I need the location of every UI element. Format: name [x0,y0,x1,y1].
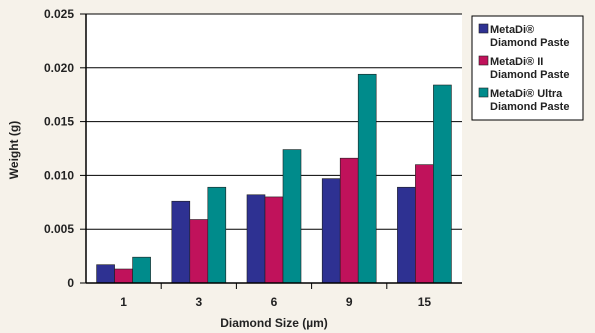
y-tick-label: 0.015 [44,115,74,129]
legend-swatch-1 [478,55,489,66]
y-tick-label: 0.010 [44,168,74,182]
bar-2-1 [207,186,227,284]
y-tick-label: 0.025 [44,7,74,21]
bar-1-1 [189,219,209,284]
legend-swatch-0 [478,23,489,34]
bar-0-2 [246,194,266,284]
legend-swatch-2 [478,87,489,98]
legend-box [471,15,584,121]
legend-label-line: MetaDi® [490,24,534,36]
bar-1-4 [415,164,434,284]
ticks-layer: 0 0.005 0.010 0.015 0.020 0.025 1 3 6 9 15 [44,7,431,309]
y-tick-label: 0.020 [44,61,74,75]
bars-layer [96,73,452,284]
bar-1-3 [339,157,359,284]
bar-1-0 [114,268,133,284]
y-tick-label: 0 [67,276,74,290]
axes-layer [85,14,462,284]
bar-0-1 [171,200,191,284]
bar-2-3 [357,73,377,284]
x-tick-label: 9 [346,295,353,309]
bar-0-3 [321,178,341,284]
x-tick-label: 6 [271,295,278,309]
legend-label-line: MetaDi® II [490,56,543,68]
legend-label-line: Diamond Paste [490,37,569,49]
legend-label-line: Diamond Paste [490,69,569,81]
legend-label-line: MetaDi® Ultra [490,88,563,100]
bar-0-4 [397,186,416,284]
bar-1-2 [264,196,284,284]
legend-label-line: Diamond Paste [490,101,569,113]
x-tick-label: 15 [418,295,432,309]
bar-2-2 [282,149,302,284]
bar-2-4 [433,84,452,284]
y-axis-title: Weight (g) [7,121,21,179]
bar-0-0 [96,264,115,284]
bar-2-0 [132,256,151,284]
y-tick-label: 0.005 [44,222,74,236]
x-tick-label: 1 [120,295,127,309]
x-axis-title: Diamond Size (µm) [220,316,328,330]
x-tick-label: 3 [195,295,202,309]
